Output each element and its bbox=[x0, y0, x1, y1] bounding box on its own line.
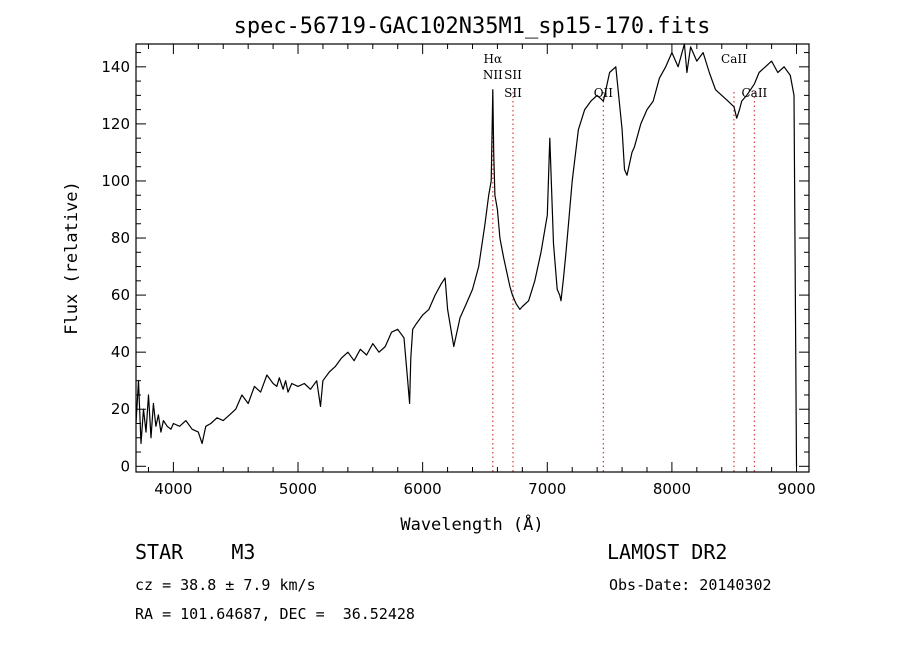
line-label: SII bbox=[504, 68, 522, 82]
x-tick-label: 4000 bbox=[154, 480, 192, 498]
y-tick-label: 120 bbox=[101, 115, 130, 133]
y-tick-label: 60 bbox=[111, 286, 130, 304]
coordinates: RA = 101.64687, DEC = 36.52428 bbox=[135, 605, 415, 623]
line-label: SII bbox=[504, 86, 522, 100]
axes: 4000 5000 6000 7000 8000 9000 0 20 40 60 80 100 120 1… bbox=[101, 43, 816, 498]
object-class: STAR M3 bbox=[135, 540, 256, 564]
y-tick-label: 140 bbox=[101, 58, 130, 76]
y-tick-label: 0 bbox=[120, 457, 130, 475]
y-tick-label: 100 bbox=[101, 172, 130, 190]
y-tick-label: 20 bbox=[111, 400, 130, 418]
x-tick-label: 7000 bbox=[528, 480, 566, 498]
y-axis-label: Flux (relative) bbox=[62, 181, 82, 335]
line-label: CaII bbox=[721, 52, 747, 66]
x-tick-label: 9000 bbox=[777, 480, 815, 498]
series-layer bbox=[135, 43, 798, 467]
redshift-velocity: cz = 38.8 ± 7.9 km/s bbox=[135, 576, 316, 594]
x-tick-label: 8000 bbox=[653, 480, 691, 498]
y-tick-label: 40 bbox=[111, 343, 130, 361]
spectrum-line bbox=[135, 43, 798, 467]
x-axis-label: Wavelength (Å) bbox=[400, 513, 543, 535]
line-label: Hα bbox=[484, 52, 503, 66]
line-label: CaII bbox=[741, 86, 767, 100]
survey-name: LAMOST DR2 bbox=[607, 540, 728, 564]
chart-title: spec-56719-GAC102N35M1_sp15-170.fits bbox=[234, 14, 711, 39]
x-tick-label: 5000 bbox=[279, 480, 317, 498]
line-label: NII bbox=[483, 68, 503, 82]
observation-date: Obs-Date: 20140302 bbox=[609, 576, 772, 594]
y-tick-label: 80 bbox=[111, 229, 130, 247]
x-tick-label: 6000 bbox=[404, 480, 442, 498]
